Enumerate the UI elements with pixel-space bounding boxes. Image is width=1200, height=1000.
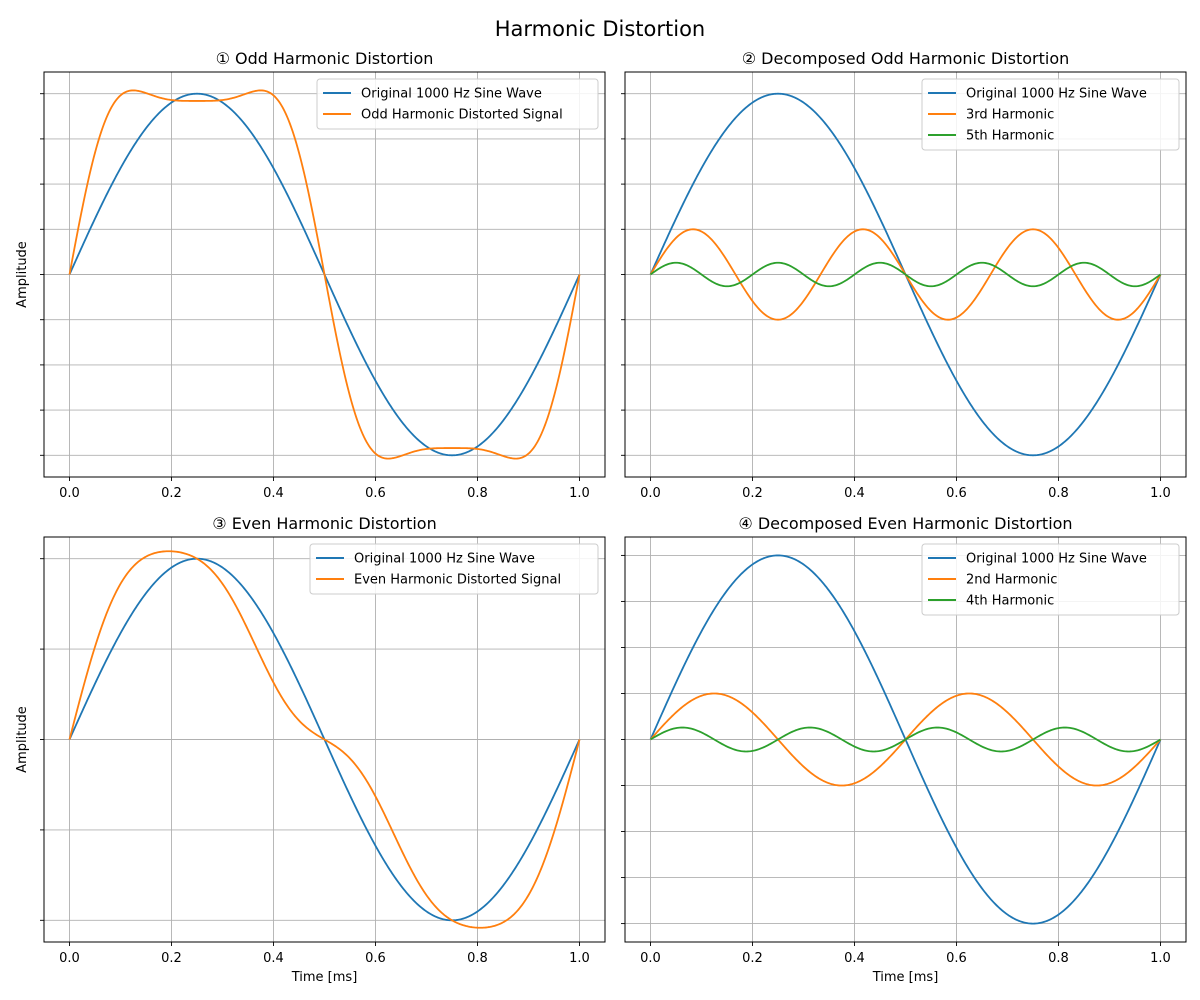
- axes-frame: [624, 71, 1187, 478]
- subplot-2: ② Decomposed Odd Harmonic Distortion 0.0 0…: [621, 49, 1187, 501]
- x-tick-label: 0.0: [640, 486, 661, 501]
- x-tick-label: 0.6: [946, 951, 967, 966]
- x-tick-label: 1.0: [1150, 951, 1171, 966]
- y-axis-label: Amplitude: [15, 706, 30, 773]
- x-tick-label: 0.8: [467, 486, 488, 501]
- subplot-title: ② Decomposed Odd Harmonic Distortion: [742, 49, 1070, 68]
- subplot-title: ④ Decomposed Even Harmonic Distortion: [738, 514, 1072, 533]
- subplot-4: ④ Decomposed Even Harmonic Distortion 0.0…: [621, 514, 1187, 985]
- legend: Original 1000 Hz Sine Wave 3rd Harmonic 5t…: [921, 78, 1180, 151]
- legend-entry: 4th Harmonic: [966, 594, 1054, 609]
- legend-entry: Original 1000 Hz Sine Wave: [966, 552, 1147, 567]
- series-line-2: [68, 550, 581, 929]
- legend-entry: Original 1000 Hz Sine Wave: [354, 552, 535, 567]
- legend-entry: Odd Harmonic Distorted Signal: [361, 108, 563, 123]
- series-line-2: [68, 89, 581, 460]
- x-tick-label: 1.0: [569, 951, 590, 966]
- legend: Original 1000 Hz Sine Wave Even Harmonic …: [309, 543, 599, 595]
- x-tick-label: 1.0: [1150, 486, 1171, 501]
- axes-frame: [624, 536, 1187, 943]
- legend: Original 1000 Hz Sine Wave 2nd Harmonic 4t…: [921, 543, 1180, 616]
- axes-frame: [43, 536, 606, 943]
- legend-box: [921, 543, 1180, 616]
- axes-frame: [43, 71, 606, 478]
- x-axis-label: Time [ms]: [872, 970, 939, 985]
- x-tick-label: 0.4: [263, 486, 284, 501]
- x-tick-label: 0.2: [742, 951, 763, 966]
- subplot-title: ① Odd Harmonic Distortion: [216, 49, 434, 68]
- x-tick-label: 1.0: [569, 486, 590, 501]
- legend-box: [316, 78, 599, 130]
- x-tick-label: 0.2: [161, 951, 182, 966]
- subplot-3: ③ Even Harmonic Distortion 0.0 0.2 0.4 0.6 0.…: [15, 514, 606, 985]
- x-tick-label: 0.2: [161, 486, 182, 501]
- x-tick-label: 0.6: [946, 486, 967, 501]
- subplot-title: ③ Even Harmonic Distortion: [212, 514, 436, 533]
- legend-entry: 5th Harmonic: [966, 129, 1054, 144]
- x-tick-label: 0.0: [640, 951, 661, 966]
- legend-entry: 2nd Harmonic: [966, 573, 1057, 588]
- x-tick-label: 0.8: [1048, 486, 1069, 501]
- x-tick-label: 0.0: [59, 486, 80, 501]
- x-tick-label: 0.4: [844, 486, 865, 501]
- legend-entry: 3rd Harmonic: [966, 108, 1054, 123]
- legend-box: [921, 78, 1180, 151]
- figure-title: Harmonic Distortion: [495, 17, 705, 41]
- series-line-3: [649, 261, 1162, 288]
- series-line-3: [650, 726, 1161, 753]
- legend-box: [309, 543, 599, 595]
- x-tick-label: 0.4: [263, 951, 284, 966]
- x-tick-label: 0.6: [365, 486, 386, 501]
- legend-entry: Even Harmonic Distorted Signal: [354, 573, 561, 588]
- x-tick-label: 0.4: [844, 951, 865, 966]
- x-tick-label: 0.2: [742, 486, 763, 501]
- y-axis-label: Amplitude: [15, 241, 30, 308]
- legend: Original 1000 Hz Sine Wave Odd Harmonic D…: [316, 78, 599, 130]
- x-tick-label: 0.8: [467, 951, 488, 966]
- x-tick-label: 0.6: [365, 951, 386, 966]
- x-tick-label: 0.8: [1048, 951, 1069, 966]
- x-axis-label: Time [ms]: [291, 970, 358, 985]
- legend-entry: Original 1000 Hz Sine Wave: [361, 87, 542, 102]
- legend-entry: Original 1000 Hz Sine Wave: [966, 87, 1147, 102]
- subplot-1: ① Odd Harmonic Distortion 0.0 0.2 0.4 0.6 0.8…: [15, 49, 606, 501]
- x-tick-label: 0.0: [59, 951, 80, 966]
